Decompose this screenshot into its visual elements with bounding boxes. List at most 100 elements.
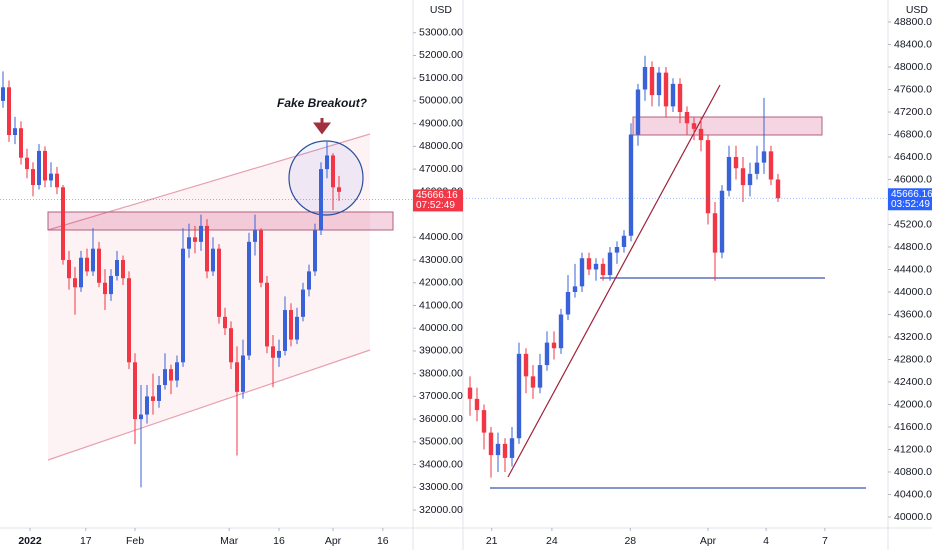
candle-body	[691, 123, 697, 129]
candle-body	[509, 438, 515, 458]
candle-body	[163, 369, 167, 386]
candle-body	[621, 235, 627, 247]
candle-body	[474, 398, 480, 411]
candle-body	[43, 150, 47, 181]
candle-body	[642, 66, 648, 90]
y-tick-label: 46400.00	[894, 151, 932, 163]
candle-body	[157, 385, 161, 401]
candle-body	[307, 271, 311, 290]
candle-body	[586, 258, 592, 270]
candle-body	[467, 387, 473, 399]
x-tick-label: 24	[546, 535, 558, 547]
candle-body	[115, 260, 119, 276]
candle-body	[277, 350, 281, 358]
candle-body	[544, 342, 550, 366]
last-price-box	[888, 188, 932, 211]
y-tick-label: 36000.00	[419, 413, 463, 425]
candle-body	[271, 346, 275, 358]
candle-body	[241, 355, 245, 392]
candle-body	[726, 156, 732, 191]
y-tick-label: 40000.00	[419, 322, 463, 334]
candle-body	[55, 173, 59, 188]
x-tick-label: 2022	[18, 535, 42, 547]
candle-body	[614, 246, 620, 253]
y-tick-label: 48000.00	[894, 61, 932, 73]
last-price-label: 45666.16	[416, 190, 458, 201]
y-tick-label: 48000.00	[419, 140, 463, 152]
candle-body	[754, 162, 760, 174]
y-tick-label: 48400.00	[894, 38, 932, 50]
candle-body	[37, 150, 41, 186]
candle-body	[247, 241, 251, 356]
y-tick-label: 37000.00	[419, 390, 463, 402]
candle-body	[175, 362, 179, 381]
y-tick-label: 40400.00	[894, 488, 932, 500]
candle-body	[677, 83, 683, 112]
channel-fill	[48, 134, 370, 460]
y-tick-label: 46800.00	[894, 128, 932, 140]
y-tick-label: 47600.00	[894, 83, 932, 95]
x-tick-label: Feb	[126, 535, 144, 547]
candle-body	[628, 134, 634, 236]
supply-zone	[632, 116, 823, 136]
y-tick-label: 41000.00	[419, 299, 463, 311]
candle-body	[259, 230, 263, 283]
candle-body	[481, 410, 487, 433]
candle-body	[211, 248, 215, 272]
y-tick-label: 38000.00	[419, 367, 463, 379]
candle-body	[97, 248, 101, 283]
y-tick-label: 43600.00	[894, 308, 932, 320]
y-tick-label: 39000.00	[419, 345, 463, 357]
y-tick-label: 47200.00	[894, 106, 932, 118]
candle-body	[337, 187, 341, 192]
candle-body	[19, 128, 23, 158]
y-tick-label: 49000.00	[419, 117, 463, 129]
candle-body	[565, 291, 571, 315]
candle-body	[551, 342, 557, 349]
channel-top	[47, 133, 371, 231]
candle-body	[600, 263, 606, 276]
candle-body	[169, 369, 173, 381]
candle-body	[91, 248, 95, 272]
right-plot	[463, 55, 888, 489]
candle-body	[49, 173, 53, 181]
annotation: Fake Breakout?	[277, 96, 368, 110]
candle-body	[684, 111, 690, 124]
trend-line	[507, 84, 721, 478]
countdown: 07:52:49	[416, 200, 455, 211]
x-tick-label: 4	[763, 535, 769, 547]
candle-body	[139, 414, 143, 420]
highlight-circle	[288, 140, 364, 216]
candle-body	[537, 365, 543, 388]
y-tick-label: 53000.00	[419, 27, 463, 39]
candle-body	[265, 282, 269, 347]
candle-body	[205, 225, 209, 272]
y-tick-label: 42400.00	[894, 376, 932, 388]
candle-body	[145, 396, 149, 415]
y-tick-label: 41600.00	[894, 421, 932, 433]
candle-body	[670, 83, 676, 107]
y-tick-label: 34000.00	[419, 458, 463, 470]
candle-body	[775, 179, 781, 199]
x-tick-label: 28	[624, 535, 636, 547]
candle-body	[656, 72, 662, 96]
y-tick-label: 51000.00	[419, 72, 463, 84]
last-price-label: 45666.16	[891, 189, 932, 200]
x-tick-label: 16	[377, 535, 389, 547]
candle-body	[127, 278, 131, 363]
countdown: 03:52:49	[891, 199, 930, 210]
candle-body	[73, 278, 77, 288]
candle-body	[698, 128, 704, 141]
y-tick-label: 43200.00	[894, 331, 932, 343]
candle-body	[133, 362, 137, 420]
candle-body	[523, 353, 529, 377]
resistance-zone	[47, 211, 394, 231]
candle-body	[109, 275, 113, 295]
x-tick-label: Apr	[325, 535, 342, 547]
y-tick-label: 52000.00	[419, 49, 463, 61]
y-tick-label: 42000.00	[419, 277, 463, 289]
y-tick-label: 43000.00	[419, 254, 463, 266]
candle-body	[649, 66, 655, 96]
candle-body	[1, 87, 5, 101]
